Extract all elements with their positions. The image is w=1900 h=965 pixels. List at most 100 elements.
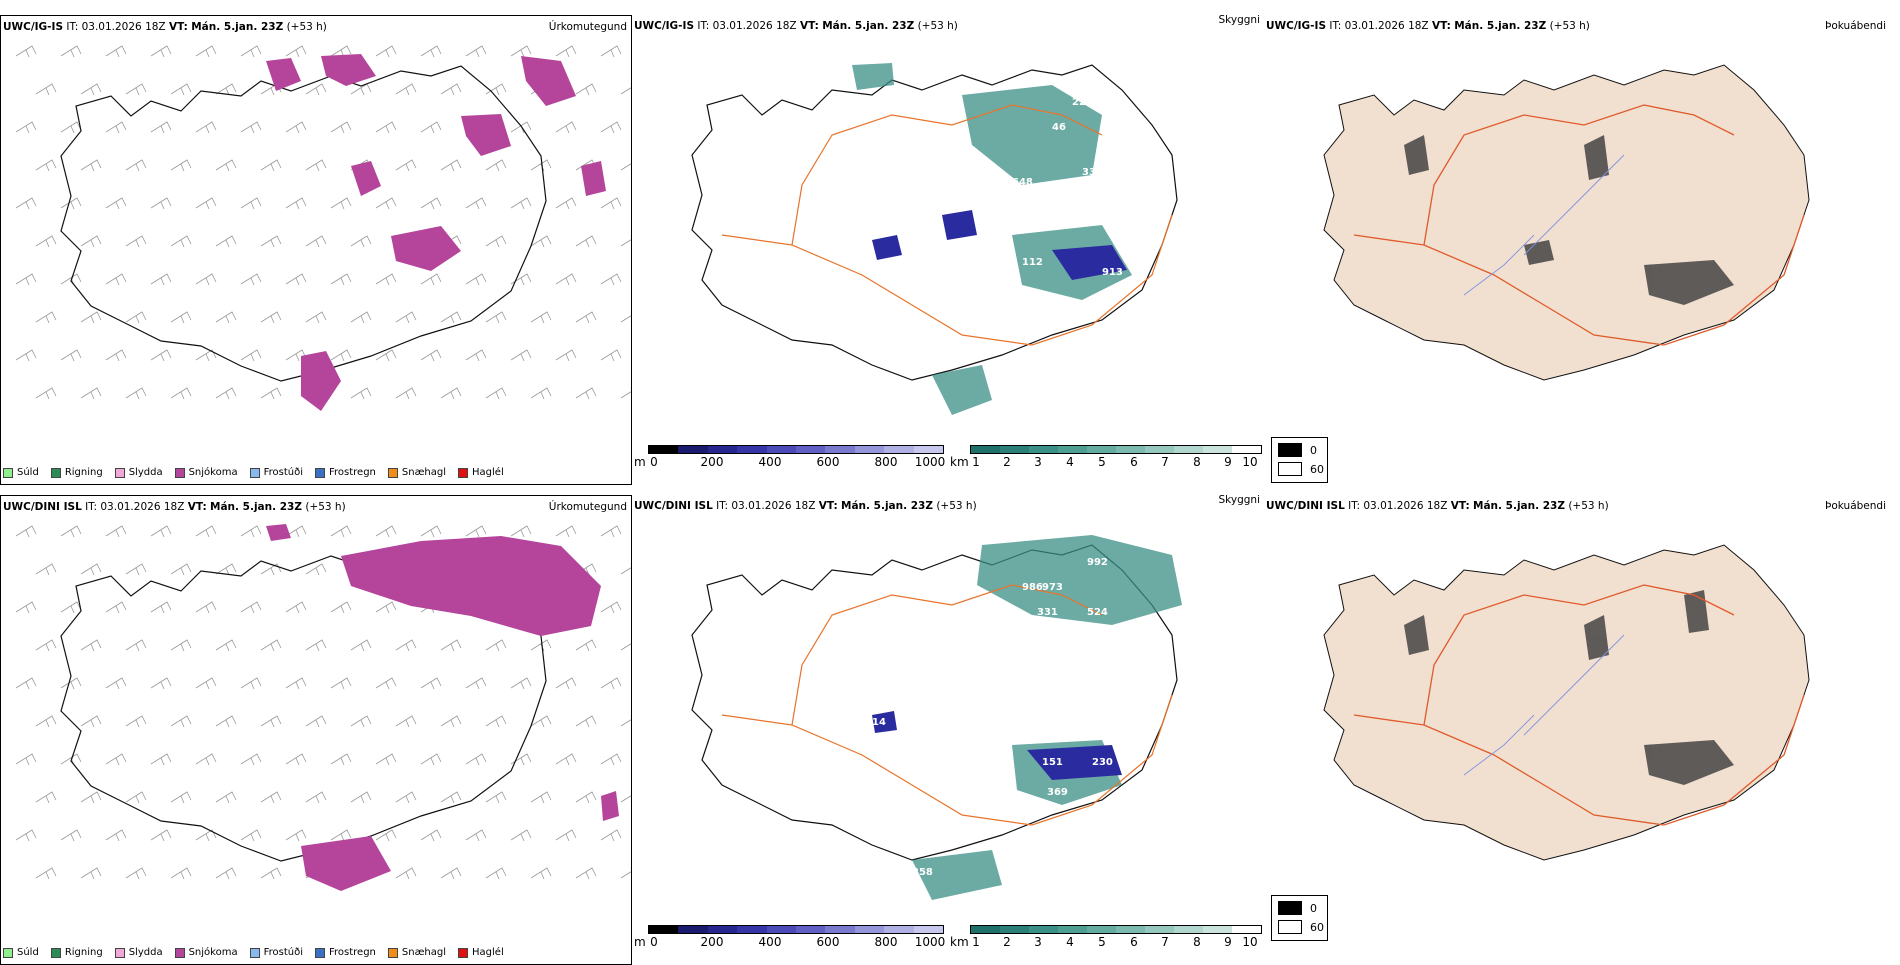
colorbar-tick: 0 (650, 935, 658, 949)
legend-label: Snjókoma (188, 467, 238, 478)
wind-barb (35, 311, 57, 324)
valid-time: Mán. 5.jan. 23Z (191, 21, 284, 33)
wind-barb (105, 273, 127, 286)
wind-barb (420, 197, 442, 210)
wind-barb (555, 829, 577, 842)
wind-barb (465, 349, 487, 362)
colorbar-tick: 1000 (914, 935, 946, 949)
wind-barb (465, 525, 487, 538)
wind-barb (260, 311, 282, 324)
wind-barb (375, 349, 397, 362)
legend-item-drizzle: Súld (3, 947, 39, 958)
wind-barb (575, 867, 597, 880)
wind-barb (555, 677, 577, 690)
wind-barb (375, 45, 397, 58)
precip-legend: Súld Rigning Slydda Snjókoma Frostúði Fr… (3, 467, 504, 478)
wind-barb (600, 121, 622, 134)
colorbar-tick: 400 (758, 455, 782, 469)
wind-barb (375, 677, 397, 690)
cloud-base-areas (872, 210, 1127, 280)
snow-areas (266, 54, 606, 411)
wind-barb (350, 791, 372, 804)
fog-shading (1404, 135, 1734, 305)
wind-barb (215, 235, 237, 248)
colorbar-bar (648, 445, 944, 454)
cloud-top-label: 49 (1062, 217, 1076, 228)
wind-barb (530, 791, 552, 804)
wind-barb (35, 83, 57, 96)
wind-barb (305, 563, 327, 576)
wind-barb (530, 311, 552, 324)
wind-barb (305, 83, 327, 96)
wind-barb (465, 45, 487, 58)
wind-barb (170, 311, 192, 324)
wind-barb (35, 791, 57, 804)
iceland-land (1323, 544, 1810, 861)
wind-barb (330, 121, 352, 134)
cloud-top-label: 32 (962, 267, 976, 278)
cloud-top-label: 12 (912, 237, 926, 248)
wind-barb (620, 239, 631, 247)
wind-barb (510, 753, 532, 766)
wind-barb (240, 273, 262, 286)
swatch (50, 467, 61, 478)
cloud-top-label: 46 (1052, 122, 1066, 133)
wind-barb (195, 121, 217, 134)
wind-barb (510, 525, 532, 538)
wind-barb (125, 83, 147, 96)
init-time: 03.01.2026 18Z (1363, 500, 1448, 512)
wind-barb (510, 677, 532, 690)
legend-label: Snæhagl (401, 947, 447, 958)
fog-legend-row: 0 (1278, 901, 1317, 915)
wind-barb (350, 311, 372, 324)
lead-time: (+53 h) (305, 501, 346, 513)
cloud-top-label: 258 (912, 867, 933, 878)
wind-barb (240, 349, 262, 362)
colorbar-tick: 8 (1193, 455, 1201, 469)
valid-time-label: VT: (818, 500, 838, 512)
wind-barb (105, 525, 127, 538)
wind-barb (105, 601, 127, 614)
cloud-top-label: 16 (942, 197, 956, 208)
swatch (315, 467, 325, 478)
colorbar-tick: 1 (972, 935, 980, 949)
wind-barb (60, 829, 82, 842)
wind-barb (80, 639, 102, 652)
wind-barb (575, 235, 597, 248)
swatch (458, 947, 469, 958)
wind-barb (395, 387, 417, 400)
wind-barb (305, 639, 327, 652)
wind-barb (215, 867, 237, 880)
legend-label: Haglél (472, 467, 504, 478)
wind-barb (510, 45, 532, 58)
colorbar-tick: 8 (1193, 935, 1201, 949)
wind-barb (395, 311, 417, 324)
fog-map (1323, 544, 1810, 861)
wind-barb (440, 867, 462, 880)
cloud-top-label: 35 (942, 712, 956, 723)
wind-barb (150, 525, 172, 538)
colorbar-tick: 10 (1242, 455, 1258, 469)
wind-barb (485, 867, 507, 880)
cloud-base-colorbar: m 0 200 400 600 800 1000 (634, 445, 945, 475)
wind-barb (285, 45, 307, 58)
cloud-top-label: 56 (942, 125, 956, 136)
panel-header: UWC/IG-IS IT: 03.01.2026 18Z VT: Mán. 5.… (3, 18, 629, 36)
wind-barb (485, 715, 507, 728)
colorbar-tick: 600 (816, 935, 840, 949)
wind-barb (125, 639, 147, 652)
model-name: UWC/IG-IS (3, 21, 64, 33)
cloud-top-label: 79 (1102, 147, 1116, 158)
colorbar-tick: 200 (700, 455, 724, 469)
legend-label: Rigning (64, 467, 103, 478)
swatch (3, 467, 13, 478)
wind-barb (215, 387, 237, 400)
wind-barb (510, 349, 532, 362)
wind-barb (240, 45, 262, 58)
wind-barb (555, 753, 577, 766)
cloud-top-label: 60 (1112, 637, 1126, 648)
colorbar-bar (970, 925, 1262, 934)
colorbar-tick: 2 (1003, 455, 1011, 469)
swatch (1278, 901, 1302, 915)
panel-title: Þokuábendi (1825, 20, 1886, 32)
